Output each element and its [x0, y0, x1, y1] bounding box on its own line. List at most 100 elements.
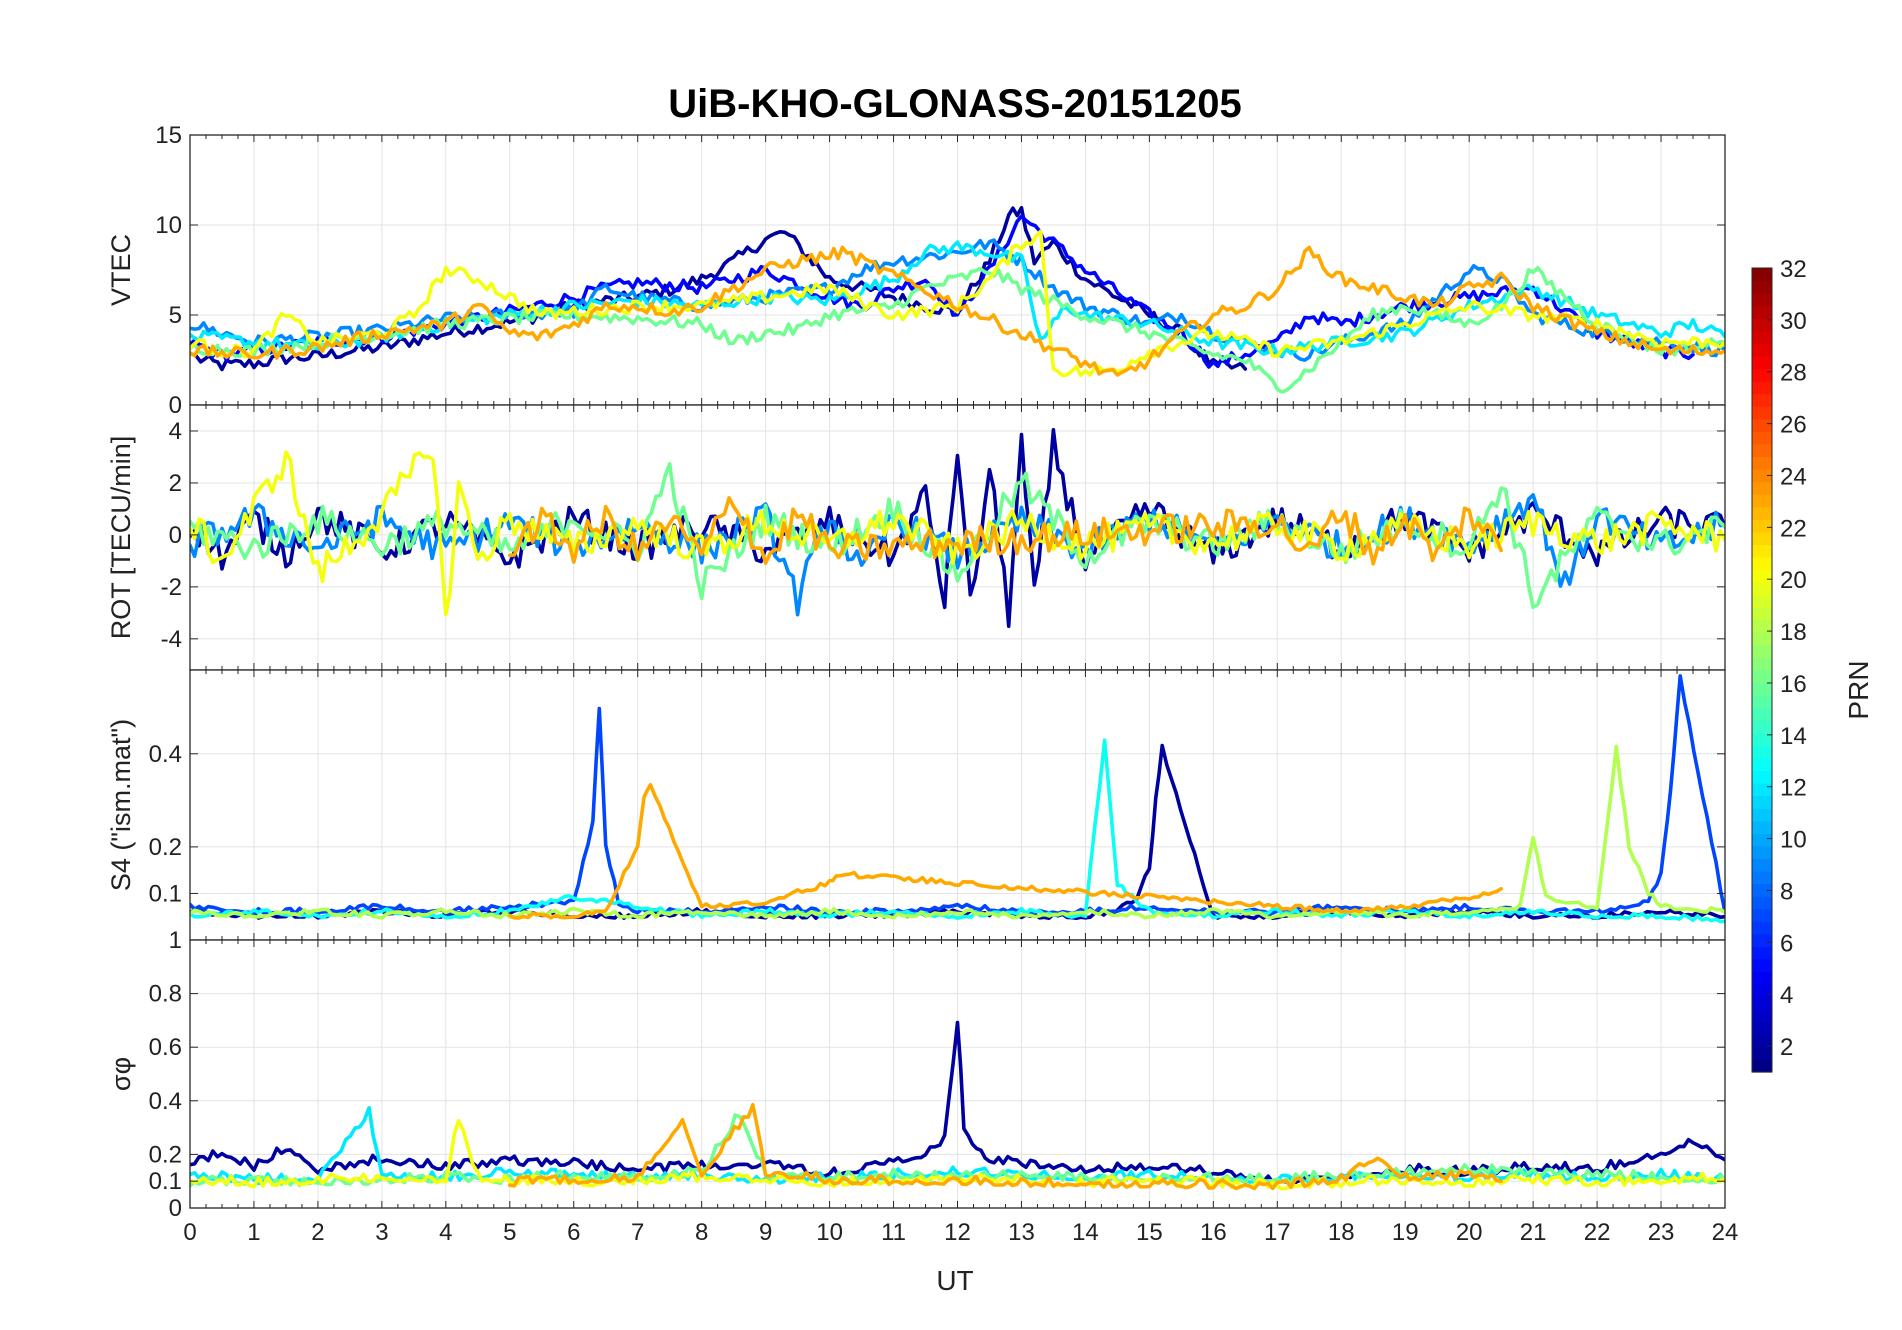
colorbar-segment: [1752, 506, 1772, 520]
series-line-prn-20: [190, 450, 1725, 617]
colorbar-segment: [1752, 268, 1772, 282]
colorbar-segment: [1752, 594, 1772, 608]
y-axis-label: σφ: [106, 1057, 136, 1091]
colorbar-tick-label: 22: [1780, 515, 1807, 542]
panel-corner-label: 1: [169, 927, 182, 954]
series-line-prn-18: [190, 744, 1725, 920]
colorbar-tick-label: 28: [1780, 360, 1807, 387]
series-line-prn-16: [190, 462, 1725, 609]
colorbar-segment: [1752, 1046, 1772, 1061]
series-line-prn-23: [508, 1102, 1503, 1191]
x-tick-label: 24: [1712, 1219, 1739, 1246]
y-tick-label: -4: [161, 626, 182, 653]
y-tick-label: 2: [169, 470, 182, 497]
colorbar-tick-label: 18: [1780, 619, 1807, 646]
colorbar-segment: [1752, 833, 1772, 847]
colorbar-segment: [1752, 921, 1772, 935]
colorbar-segment: [1752, 393, 1772, 407]
colorbar-tick-label: 2: [1780, 1034, 1793, 1061]
y-tick-label: 0.4: [149, 1088, 182, 1115]
x-tick-label: 20: [1456, 1219, 1483, 1246]
x-tick-label: 8: [695, 1219, 708, 1246]
colorbar-segment: [1752, 1009, 1772, 1023]
colorbar-segment: [1752, 695, 1772, 709]
series-line-prn-12: [190, 240, 1725, 358]
colorbar-segment: [1752, 783, 1772, 797]
x-tick-label: 19: [1392, 1219, 1419, 1246]
y-tick-label: 0: [169, 1195, 182, 1222]
x-tick-label: 23: [1648, 1219, 1675, 1246]
y-axis-label: ROT [TECU/min]: [106, 436, 136, 640]
colorbar-tick-label: 20: [1780, 567, 1807, 594]
x-tick-label: 0: [183, 1219, 196, 1246]
x-tick-label: 5: [503, 1219, 516, 1246]
colorbar-segment: [1752, 896, 1772, 910]
x-tick-label: 18: [1328, 1219, 1355, 1246]
colorbar-segment: [1752, 330, 1772, 344]
colorbar-segment: [1752, 619, 1772, 633]
y-tick-label: -2: [161, 574, 182, 601]
x-tick-label: 16: [1200, 1219, 1227, 1246]
colorbar-segment: [1752, 908, 1772, 922]
series-line-prn-23: [508, 496, 1503, 566]
x-tick-label: 15: [1136, 1219, 1163, 1246]
y-axis-label: VTEC: [106, 234, 136, 306]
colorbar-segment: [1752, 707, 1772, 721]
colorbar-tick-label: 8: [1780, 878, 1793, 905]
colorbar-segment: [1752, 682, 1772, 696]
colorbar-segment: [1752, 933, 1772, 947]
colorbar-segment: [1752, 871, 1772, 885]
colorbar-segment: [1752, 582, 1772, 596]
x-tick-label: 13: [1008, 1219, 1035, 1246]
colorbar-tick-label: 6: [1780, 930, 1793, 957]
colorbar-segment: [1752, 355, 1772, 370]
y-axis-label: S4 ("ism.mat"): [106, 719, 136, 891]
colorbar-tick-label: 24: [1780, 463, 1807, 490]
panel-sigma_phi: 00.10.2 0.4 0.6 0.8 σφ: [106, 939, 1726, 1222]
colorbar-segment: [1752, 883, 1772, 897]
colorbar-segment: [1752, 996, 1772, 1010]
series-line-prn-2: [190, 428, 1725, 628]
colorbar-segment: [1752, 280, 1772, 294]
colorbar-segment: [1752, 1034, 1772, 1048]
y-tick-label: 0.1: [149, 880, 182, 907]
series-group: [190, 674, 1725, 924]
colorbar-segment: [1752, 644, 1772, 659]
colorbar-segment: [1752, 381, 1772, 395]
colorbar-segment: [1752, 770, 1772, 784]
colorbar-segment: [1752, 318, 1772, 332]
colorbar-tick-label: 26: [1780, 412, 1807, 439]
colorbar-segment: [1752, 632, 1772, 646]
x-axis-label: UT: [936, 1265, 973, 1296]
colorbar-segment: [1752, 984, 1772, 998]
colorbar-tick-label: 16: [1780, 671, 1807, 698]
colorbar-segment: [1752, 418, 1772, 432]
colorbar-segment: [1752, 820, 1772, 834]
colorbar-segment: [1752, 343, 1772, 357]
colorbar-tick-label: 12: [1780, 775, 1807, 802]
colorbar-segment: [1752, 443, 1772, 458]
x-tick-label: 6: [567, 1219, 580, 1246]
series-line-prn-2: [194, 205, 1248, 372]
colorbar-segment: [1752, 745, 1772, 759]
colorbar-segment: [1752, 958, 1772, 973]
x-tick-label: 21: [1520, 1219, 1547, 1246]
colorbar-segment: [1752, 858, 1772, 872]
x-tick-label: 14: [1072, 1219, 1099, 1246]
series-line-prn-13: [190, 738, 1725, 924]
colorbar-segment: [1752, 946, 1772, 960]
y-tick-label: 0.2: [149, 834, 182, 861]
x-tick-label: 7: [631, 1219, 644, 1246]
colorbar-segment: [1752, 732, 1772, 746]
y-tick-label: 4: [169, 418, 182, 445]
y-tick-label: 15: [155, 122, 182, 149]
y-tick-label: 10: [155, 212, 182, 239]
series-group: [190, 428, 1725, 628]
y-tick-label: 5: [169, 302, 182, 329]
colorbar-segment: [1752, 293, 1772, 307]
colorbar-frame: [1751, 267, 1773, 1073]
colorbar-tick-label: 30: [1780, 308, 1807, 335]
